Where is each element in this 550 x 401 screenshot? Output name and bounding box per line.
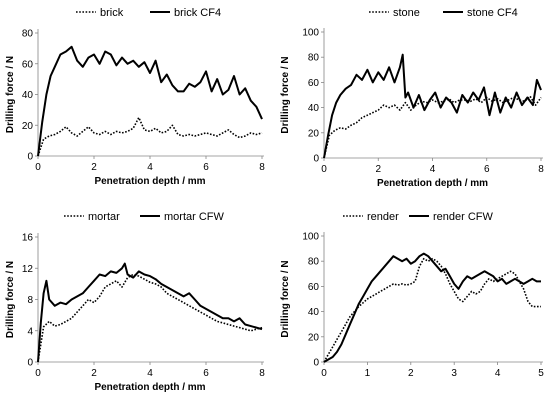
x-tick-label: 0: [35, 162, 41, 173]
y-tick-label: 20: [308, 332, 320, 343]
y-tick-label: 8: [27, 295, 33, 306]
x-tick-label: 8: [538, 164, 544, 175]
y-tick-label: 40: [308, 307, 320, 318]
x-tick-label: 2: [91, 162, 97, 173]
x-tick-label: 4: [147, 368, 153, 379]
y-axis-label: Drilling force / N: [5, 261, 16, 338]
y-axis-label: Drilling force / N: [280, 260, 291, 337]
legend-label: stone: [393, 7, 420, 19]
chart-render: 0 20 40 60 80 100 0 1 2 3 4 5 Drilling force / N rend…: [275, 200, 550, 400]
x-tick-label: 3: [451, 368, 457, 379]
legend-label: brick: [100, 7, 124, 19]
legend-label: mortar: [88, 211, 120, 223]
x-axis-label: Penetration depth / mm: [94, 176, 205, 187]
y-tick-label: 80: [22, 29, 34, 40]
x-tick-label: 6: [203, 162, 209, 173]
chart-stone-svg: 0 20 40 60 80 100 0 2 4 6 8 Penetration depth / mm D…: [280, 7, 544, 189]
x-tick-label: 0: [321, 368, 327, 379]
series-line-stone-cf4: [323, 53, 542, 159]
series-line-brick: [37, 116, 263, 157]
series-line-render: [323, 257, 541, 363]
x-tick-label: 4: [495, 368, 501, 379]
x-tick-label: 2: [408, 368, 414, 379]
chart-mortar-svg: 0 4 8 12 16 0 2 4 6 8 Penetration depth / mm Drilli…: [5, 211, 265, 393]
y-tick-label: 80: [308, 53, 320, 64]
x-tick-label: 0: [35, 368, 41, 379]
series-line-mortar-cfw: [37, 262, 263, 363]
x-tick-label: 2: [375, 164, 381, 175]
y-tick-label: 4: [27, 326, 33, 337]
chart-mortar: 0 4 8 12 16 0 2 4 6 8 Penetration depth / mm Drilli…: [0, 200, 275, 400]
series-line-mortar: [37, 273, 263, 363]
y-tick-label: 20: [308, 128, 320, 139]
series-line-brick-cf4: [37, 45, 263, 157]
legend-label: brick CF4: [174, 7, 221, 19]
y-tick-label: 0: [27, 152, 33, 163]
legend-label: render: [367, 211, 399, 223]
chart-render-svg: 0 20 40 60 80 100 0 1 2 3 4 5 Drilling force / N rend…: [280, 211, 544, 379]
x-tick-label: 8: [259, 162, 265, 173]
y-tick-label: 40: [308, 103, 320, 114]
x-tick-label: 6: [203, 368, 209, 379]
y-axis-label: Drilling force / N: [280, 56, 291, 133]
y-tick-label: 20: [22, 121, 34, 132]
y-tick-label: 60: [308, 282, 320, 293]
legend-label: stone CF4: [467, 7, 518, 19]
x-tick-label: 5: [538, 368, 544, 379]
x-tick-label: 6: [484, 164, 490, 175]
chart-brick-svg: 0 20 40 60 80 0 2 4 6 8 Penetration depth / mm Dril…: [5, 7, 265, 187]
y-tick-label: 12: [22, 264, 34, 275]
y-tick-label: 100: [302, 232, 319, 243]
x-tick-label: 4: [147, 162, 153, 173]
legend-label: mortar CFW: [164, 211, 225, 223]
chart-stone: 0 20 40 60 80 100 0 2 4 6 8 Penetration depth / mm D…: [275, 0, 550, 200]
y-tick-label: 60: [22, 59, 34, 70]
chart-brick: 0 20 40 60 80 0 2 4 6 8 Penetration depth / mm Dril…: [0, 0, 275, 200]
x-axis-label: Penetration depth / mm: [377, 178, 488, 189]
series-line-render-cfw: [323, 252, 541, 363]
y-tick-label: 80: [308, 257, 320, 268]
x-axis-label: Penetration depth / mm: [94, 382, 205, 393]
x-tick-label: 8: [259, 368, 265, 379]
y-axis-label: Drilling force / N: [5, 56, 16, 133]
y-tick-label: 16: [22, 233, 34, 244]
x-tick-label: 1: [365, 368, 371, 379]
legend-label: render CFW: [433, 211, 494, 223]
x-tick-label: 4: [430, 164, 436, 175]
y-tick-label: 100: [302, 28, 319, 39]
y-tick-label: 60: [308, 78, 320, 89]
y-tick-label: 0: [27, 358, 33, 369]
x-tick-label: 2: [91, 368, 97, 379]
series-line-stone: [323, 95, 542, 159]
y-tick-label: 40: [22, 90, 34, 101]
y-tick-label: 0: [313, 154, 319, 165]
y-tick-label: 0: [313, 358, 319, 369]
x-tick-label: 0: [321, 164, 327, 175]
